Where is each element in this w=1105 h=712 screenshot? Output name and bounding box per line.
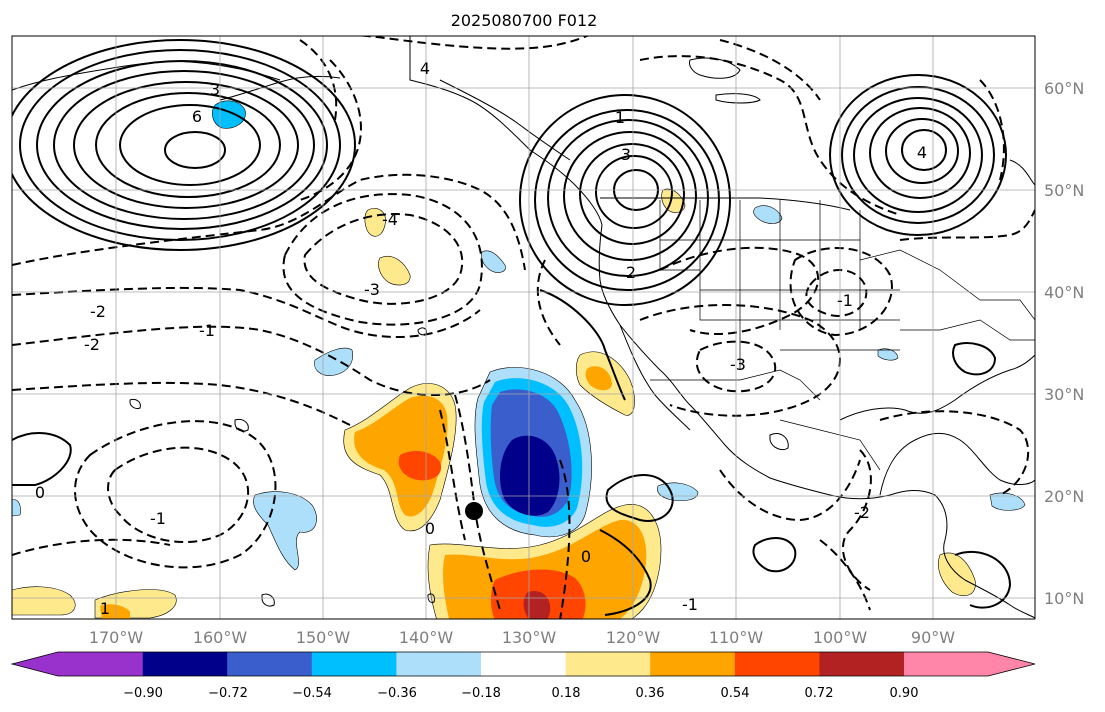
colorbar-tick-label: −0.18 xyxy=(461,686,501,701)
longitude-labels: 170°W 160°W 150°W 140°W 130°W 120°W 110°… xyxy=(89,628,955,647)
colorbar-segment xyxy=(12,652,143,676)
colorbar-segment xyxy=(396,652,482,676)
colorbar-tick-label: −0.72 xyxy=(208,686,248,701)
colorbar-segment xyxy=(819,652,905,676)
positive-anomaly-small-2 xyxy=(378,255,411,286)
contour-label: -1 xyxy=(837,291,853,310)
lat-label: 30°N xyxy=(1044,385,1084,404)
lat-label: 60°N xyxy=(1044,79,1084,98)
contour-label: 3 xyxy=(621,145,631,164)
colorbar-tick-label: −0.36 xyxy=(377,686,417,701)
positive-anomaly-small-6 xyxy=(100,604,130,619)
negative-anomaly-small-4 xyxy=(212,100,246,129)
colorbar-segment xyxy=(734,652,820,676)
contour-label: 4 xyxy=(420,59,430,78)
station-marker xyxy=(465,502,483,520)
lat-label: 50°N xyxy=(1044,181,1084,200)
lon-label: 130°W xyxy=(502,628,557,647)
map-panel: 3 4 6 -4 -3 -2 -1 -1 1 3 2 4 -2 -3 -1 0 … xyxy=(12,36,1035,619)
positive-anomaly-small-3 xyxy=(661,188,686,213)
lat-label: 40°N xyxy=(1044,283,1084,302)
contour-label: 0 xyxy=(425,519,435,538)
negative-anomaly-small-2 xyxy=(314,347,353,376)
colorbar-segment xyxy=(650,652,736,676)
coastlines xyxy=(12,36,1035,619)
colorbar-tick-label: 0.90 xyxy=(890,686,919,701)
map-frame xyxy=(11,35,1036,620)
lon-label: 140°W xyxy=(399,628,454,647)
contour-label: 1 xyxy=(100,599,110,618)
lat-lon-grid xyxy=(12,36,1035,619)
colorbar-tick-labels: −0.90 −0.72 −0.54 −0.36 −0.18 0.18 0.36 … xyxy=(123,686,918,701)
negative-anomaly-small-8 xyxy=(877,348,899,361)
positive-anomaly-small-4 xyxy=(12,586,76,616)
lon-label: 170°W xyxy=(89,628,144,647)
positive-contours xyxy=(12,39,1012,616)
lat-label: 20°N xyxy=(1044,487,1084,506)
lon-label: 120°W xyxy=(606,628,661,647)
state-borders xyxy=(650,200,1035,471)
contour-label: -1 xyxy=(199,321,215,340)
colorbar-segment xyxy=(227,652,313,676)
anomaly-fills xyxy=(12,100,1026,619)
colorbar-segment xyxy=(904,652,1035,676)
contour-label-group: 3 4 6 -4 -3 -2 -1 -1 1 3 2 4 -2 -3 -1 0 … xyxy=(35,59,927,618)
negative-anomaly-core xyxy=(499,435,560,516)
lon-label: 150°W xyxy=(296,628,351,647)
lon-label: 100°W xyxy=(813,628,868,647)
colorbar: −0.90 −0.72 −0.54 −0.36 −0.18 0.18 0.36 … xyxy=(10,651,1036,701)
colorbar-outline xyxy=(10,651,1036,677)
positive-anomaly-small-7 xyxy=(938,552,976,596)
positive-anomaly-baja-core xyxy=(585,366,612,391)
contour-label: -1 xyxy=(682,595,698,614)
contour-label: 1 xyxy=(615,108,625,127)
colorbar-tick-label: 0.36 xyxy=(636,686,665,701)
colorbar-tick-label: 0.54 xyxy=(721,686,750,701)
contour-label: 6 xyxy=(192,107,202,126)
contour-label: -2 xyxy=(84,335,100,354)
contour-label: -3 xyxy=(364,280,380,299)
contour-label: -2 xyxy=(90,302,106,321)
latitude-labels: 60°N 50°N 40°N 30°N 20°N 10°N xyxy=(1044,79,1084,608)
colorbar-tick-label: 0.18 xyxy=(552,686,581,701)
contour-label: 0 xyxy=(581,547,591,566)
colorbar-segments xyxy=(12,652,1035,676)
negative-anomaly-small-9 xyxy=(12,499,21,517)
colorbar-tick-label: −0.90 xyxy=(123,686,163,701)
colorbar-segment xyxy=(311,652,397,676)
lat-label: 10°N xyxy=(1044,589,1084,608)
contour-label: 0 xyxy=(35,483,45,502)
contour-label: 4 xyxy=(917,143,927,162)
negative-anomaly-small-5 xyxy=(753,205,783,224)
colorbar-segment xyxy=(565,652,651,676)
contour-label: -4 xyxy=(382,210,398,229)
lon-label: 110°W xyxy=(709,628,764,647)
contour-label: -3 xyxy=(730,355,746,374)
contour-label: 3 xyxy=(210,80,220,99)
colorbar-tick-label: 0.72 xyxy=(805,686,834,701)
colorbar-segment xyxy=(481,652,567,676)
lon-label: 90°W xyxy=(911,628,955,647)
lon-label: 160°W xyxy=(193,628,248,647)
contour-label: -1 xyxy=(150,509,166,528)
map-title: 2025080700 F012 xyxy=(451,11,598,30)
colorbar-tick-label: −0.54 xyxy=(292,686,332,701)
contour-label: 2 xyxy=(626,263,636,282)
contour-label: -2 xyxy=(854,503,870,522)
colorbar-segment xyxy=(142,652,228,676)
positive-anomaly-west-core xyxy=(398,450,442,481)
